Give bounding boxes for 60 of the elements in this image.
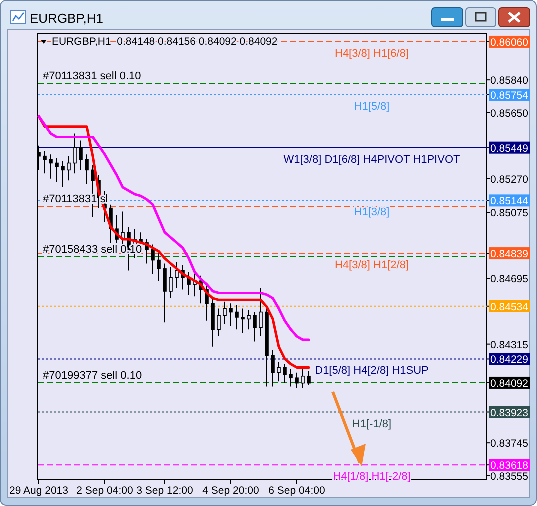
candlestick bbox=[301, 368, 305, 390]
y-tick-label: 0.85449 bbox=[490, 142, 529, 155]
y-tick-label: 0.84839 bbox=[490, 248, 529, 261]
annotation: #70199377 sell 0.10 bbox=[43, 370, 142, 382]
ref-line-label: H1[3/8] bbox=[354, 206, 390, 219]
y-tick-label: 0.85650 bbox=[490, 108, 529, 120]
ref-line-label: H4[3/8] H1[6/8] bbox=[335, 48, 409, 60]
x-tick-label: 3 Sep 12:00 bbox=[136, 485, 194, 497]
ref-line-label: W1[3/8] D1[6/8] H4PIVOT H1PIVOT bbox=[284, 154, 461, 166]
candlestick bbox=[229, 303, 233, 327]
ref-line-label: H4[3/8] H1[2/8] bbox=[335, 260, 409, 272]
candlestick bbox=[241, 308, 245, 334]
candlestick bbox=[157, 252, 161, 282]
candlestick bbox=[73, 133, 77, 174]
candlestick bbox=[307, 370, 311, 386]
candlestick bbox=[277, 362, 281, 382]
candlestick bbox=[85, 154, 89, 185]
y-tick-label: 0.84315 bbox=[490, 339, 529, 352]
candlestick bbox=[61, 161, 65, 188]
annotation: #70113831 sell 0.10 bbox=[43, 70, 142, 83]
candlestick bbox=[223, 301, 227, 325]
y-tick-label: 0.83923 bbox=[490, 407, 529, 420]
y-tick-label: 0.85840 bbox=[490, 75, 529, 88]
candlestick bbox=[49, 154, 53, 180]
x-tick-label: 2 Sep 04:00 bbox=[76, 485, 134, 497]
y-tick-label: 0.85270 bbox=[490, 174, 529, 186]
y-tick-label: 0.84534 bbox=[490, 301, 529, 314]
ref-line-label: D1[5/8] H4[2/8] H1SUP bbox=[315, 365, 429, 378]
chart-title: EURGBP,H1 bbox=[30, 11, 104, 26]
x-tick-label: 6 Sep 04:00 bbox=[268, 485, 326, 497]
candlestick bbox=[163, 263, 167, 324]
candlestick bbox=[289, 368, 293, 388]
candlestick bbox=[247, 310, 251, 330]
candlestick bbox=[79, 140, 83, 171]
y-tick-label: 0.83745 bbox=[490, 438, 529, 450]
x-tick-label: 4 Sep 20:00 bbox=[202, 485, 260, 497]
candlestick bbox=[271, 350, 275, 388]
y-tick-label: 0.86060 bbox=[490, 36, 529, 49]
candlestick bbox=[55, 158, 59, 183]
candlestick bbox=[67, 156, 71, 182]
y-tick-label: 0.85075 bbox=[490, 208, 529, 220]
candlestick bbox=[217, 308, 221, 338]
candlestick bbox=[151, 244, 155, 275]
candlestick bbox=[283, 364, 287, 384]
candlestick bbox=[169, 266, 173, 299]
ref-line-label: H1[5/8] bbox=[354, 100, 390, 113]
candlestick bbox=[295, 372, 299, 390]
ref-line-label: H1[-1/8] bbox=[352, 418, 392, 430]
y-tick-label: 0.85754 bbox=[490, 90, 529, 102]
y-tick-label: 0.84229 bbox=[490, 354, 529, 366]
y-tick-label: 0.84695 bbox=[490, 273, 529, 286]
y-tick-label: 0.85144 bbox=[490, 196, 529, 208]
x-tick-label: 29 Aug 2013 bbox=[10, 485, 69, 497]
y-tick-label: 0.83618 bbox=[490, 460, 529, 472]
candlestick bbox=[235, 304, 239, 330]
y-tick-label: 0.84092 bbox=[490, 378, 529, 390]
y-tick-label: 0.83555 bbox=[490, 471, 529, 484]
candlestick bbox=[253, 312, 257, 342]
candlestick bbox=[259, 288, 263, 338]
candlestick bbox=[43, 150, 47, 174]
